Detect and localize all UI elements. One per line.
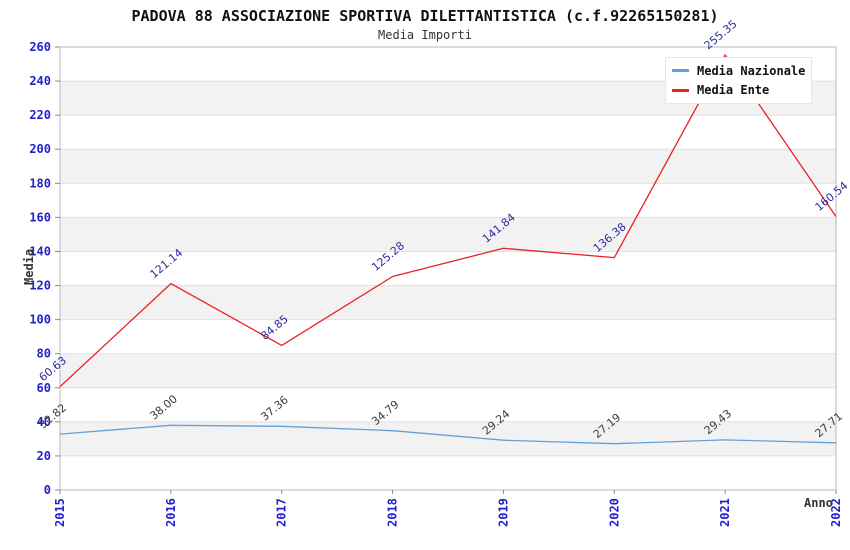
x-tick-label: 2019: [496, 498, 510, 527]
y-tick-label: 140: [29, 244, 51, 258]
legend-label-media-nazionale: Media Nazionale: [697, 63, 806, 78]
x-tick-label: 2022: [829, 498, 843, 527]
x-axis-title: Anno: [804, 496, 833, 510]
x-tick-label: 2018: [386, 498, 400, 527]
x-tick-label: 2020: [607, 498, 621, 527]
y-tick-label: 20: [37, 449, 51, 463]
y-tick-label: 120: [29, 279, 51, 293]
y-tick-label: 80: [37, 347, 51, 361]
legend-swatch-media-nazionale: [672, 69, 689, 73]
legend-item-media-ente: Media Ente: [666, 81, 811, 99]
y-tick-label: 240: [29, 74, 51, 88]
y-tick-label: 60: [37, 381, 51, 395]
x-tick-label: 2015: [53, 498, 67, 527]
grid-band: [60, 149, 836, 184]
y-tick-label: 160: [29, 210, 51, 224]
x-tick-label: 2017: [275, 498, 289, 527]
y-tick-label: 180: [29, 176, 51, 190]
grid-band: [60, 285, 836, 320]
plot-background: [60, 47, 836, 490]
legend-swatch-media-ente: [672, 88, 689, 92]
y-tick-label: 0: [44, 483, 51, 497]
y-tick-label: 260: [29, 40, 51, 54]
y-tick-label: 200: [29, 142, 51, 156]
y-tick-label: 220: [29, 108, 51, 122]
y-axis-title: Media: [22, 249, 36, 285]
grid-band: [60, 421, 836, 456]
series-line-media-nazionale: [59, 424, 837, 445]
chart-title: PADOVA 88 ASSOCIAZIONE SPORTIVA DILETTAN…: [131, 7, 719, 25]
y-tick-label: 40: [37, 415, 51, 429]
x-tick-label: 2016: [164, 498, 178, 527]
x-tick-label: 2021: [718, 498, 732, 527]
legend-item-media-nazionale: Media Nazionale: [666, 62, 811, 80]
y-tick-label: 100: [29, 313, 51, 327]
grid-band: [60, 217, 836, 252]
plot-border: [59, 46, 837, 491]
legend: Media Nazionale Media Ente: [665, 57, 812, 104]
chart-subtitle: Media Importi: [378, 28, 472, 42]
legend-label-media-ente: Media Ente: [697, 83, 770, 98]
grid-band: [60, 353, 836, 388]
